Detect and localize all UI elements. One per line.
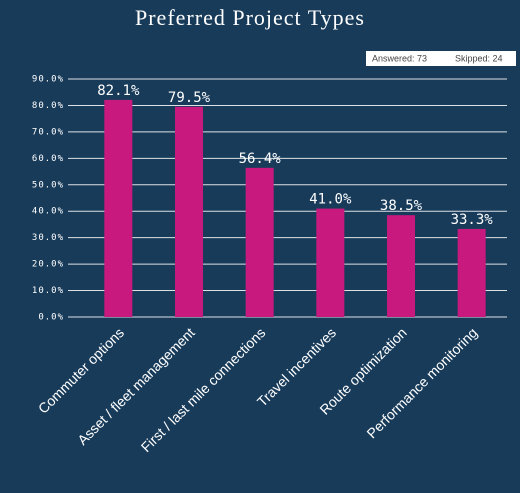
- y-tick-label: 0.0%: [38, 313, 64, 323]
- answered-count: Answered: 73: [372, 53, 427, 63]
- bar: [104, 99, 133, 317]
- y-tick-label: 70.0%: [32, 127, 64, 137]
- value-label: 79.5%: [168, 90, 211, 106]
- value-label: 56.4%: [239, 151, 282, 167]
- y-tick-label: 90.0%: [32, 75, 64, 85]
- bar: [175, 106, 203, 318]
- value-label: 82.1%: [97, 83, 140, 99]
- bar: [457, 228, 486, 317]
- y-tick-label: 20.0%: [32, 260, 64, 270]
- y-tick-label: 40.0%: [32, 207, 64, 217]
- value-label: 41.0%: [309, 192, 352, 208]
- bar: [245, 167, 274, 317]
- bar: [387, 215, 415, 317]
- bar: [316, 208, 345, 317]
- y-tick-label: 60.0%: [32, 154, 64, 164]
- y-tick-label: 80.0%: [32, 101, 64, 111]
- value-label: 38.5%: [380, 198, 423, 214]
- skipped-count: Skipped: 24: [455, 53, 503, 63]
- y-tick-label: 10.0%: [32, 286, 64, 296]
- chart-title: Preferred Project Types: [135, 5, 365, 30]
- y-tick-label: 30.0%: [32, 233, 64, 243]
- y-tick-label: 50.0%: [32, 180, 64, 190]
- response-box: [366, 51, 516, 66]
- value-label: 33.3%: [451, 212, 494, 228]
